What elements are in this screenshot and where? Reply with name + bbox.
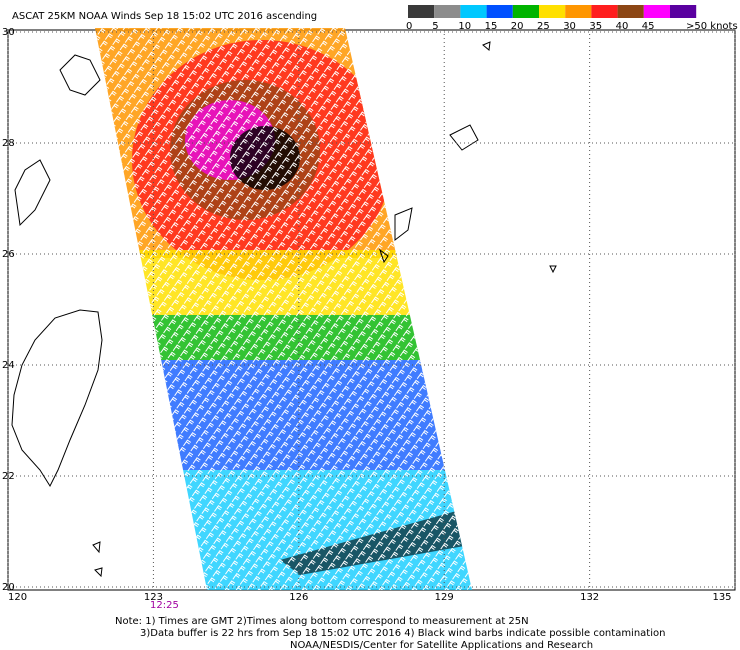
lon-label: 120 bbox=[8, 592, 27, 603]
lat-label: 20 bbox=[2, 582, 15, 593]
coastlines bbox=[11, 41, 557, 578]
lat-label: 24 bbox=[2, 360, 15, 371]
color-swatch bbox=[460, 5, 487, 18]
color-swatch bbox=[670, 5, 697, 18]
scale-label: 25 bbox=[537, 21, 550, 32]
scale-label: 40 bbox=[616, 21, 629, 32]
color-swatch bbox=[486, 5, 513, 18]
color-swatch bbox=[643, 5, 670, 18]
scale-label: 30 bbox=[563, 21, 576, 32]
lat-label: 22 bbox=[2, 471, 15, 482]
scale-label: 15 bbox=[485, 21, 498, 32]
color-swatch bbox=[539, 5, 566, 18]
lon-label: 132 bbox=[580, 592, 599, 603]
lon-label: 135 bbox=[712, 592, 731, 603]
color-swatch bbox=[591, 5, 618, 18]
scale-label: 10 bbox=[458, 21, 471, 32]
note-line: Note: 1) Times are GMT 2)Times along bot… bbox=[115, 616, 529, 627]
scale-label: 20 bbox=[511, 21, 524, 32]
color-swatch bbox=[565, 5, 592, 18]
time-label: 12:25 bbox=[150, 600, 179, 611]
lat-label: 30 bbox=[2, 27, 15, 38]
note-line: 3)Data buffer is 22 hrs from Sep 18 15:0… bbox=[140, 628, 665, 639]
lon-label: 126 bbox=[289, 592, 308, 603]
note-line: NOAA/NESDIS/Center for Satellite Applica… bbox=[290, 640, 593, 650]
scale-label: 0 bbox=[406, 21, 412, 32]
color-scale: 0 5 10 15 20 25 30 35 40 45 >50 knots bbox=[406, 5, 738, 32]
wind-swath bbox=[95, 28, 472, 590]
color-swatch bbox=[408, 5, 435, 18]
scale-label: 35 bbox=[589, 21, 602, 32]
lon-label: 129 bbox=[435, 592, 454, 603]
color-swatch bbox=[512, 5, 539, 18]
scale-label: >50 knots bbox=[686, 21, 738, 32]
lat-lon-grid: 302826242220120123126129132135 bbox=[2, 27, 736, 603]
lat-label: 28 bbox=[2, 138, 15, 149]
lon-label: 123 bbox=[144, 592, 163, 603]
scale-label: 5 bbox=[432, 21, 438, 32]
title: ASCAT 25KM NOAA Winds Sep 18 15:02 UTC 2… bbox=[12, 11, 317, 22]
scale-label: 45 bbox=[642, 21, 655, 32]
color-swatch bbox=[434, 5, 461, 18]
color-swatch bbox=[617, 5, 644, 18]
